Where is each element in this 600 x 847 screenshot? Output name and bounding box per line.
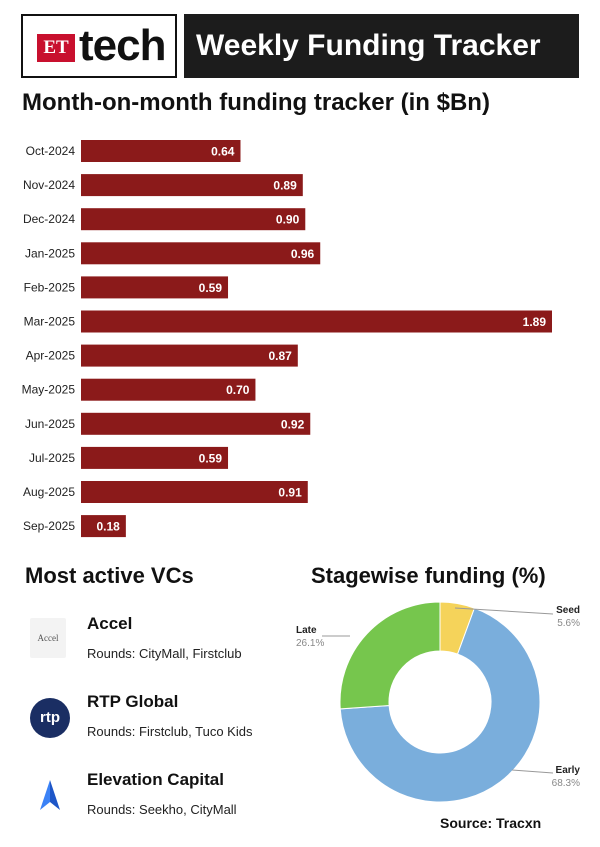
- funding-bar-chart: Oct-2024 0.64 Nov-2024 0.89 Dec-2024 0.90 Jan-…: [22, 140, 552, 538]
- bar-category-label: Jun-2025: [25, 417, 75, 431]
- vc-rounds: Rounds: Seekho, CityMall: [87, 802, 237, 817]
- bar-value-label: 0.92: [281, 417, 305, 431]
- funding-bar: [81, 140, 241, 162]
- stage-chart-title: Stagewise funding (%): [311, 563, 546, 588]
- bar-value-label: 0.96: [291, 247, 315, 261]
- donut-slice-label: Seed: [556, 605, 580, 616]
- bar-value-label: 0.70: [226, 383, 250, 397]
- vc-rounds: Rounds: CityMall, Firstclub: [87, 646, 242, 661]
- bar-category-label: Dec-2024: [23, 212, 75, 226]
- bar-value-label: 0.90: [276, 213, 300, 227]
- bar-value-label: 0.87: [268, 349, 292, 363]
- vc-name: Elevation Capital: [87, 770, 224, 789]
- bar-category-label: Nov-2024: [23, 178, 75, 192]
- bar-chart-title: Month-on-month funding tracker (in $Bn): [22, 89, 490, 116]
- bar-category-label: Feb-2025: [24, 280, 76, 294]
- bar-category-label: Jan-2025: [25, 246, 75, 260]
- donut-slice-seed: [439, 601, 476, 655]
- vc-name: RTP Global: [87, 692, 179, 711]
- donut-leader-line: [511, 769, 554, 774]
- funding-bar: [81, 276, 229, 299]
- bar-category-label: Mar-2025: [24, 315, 76, 329]
- bar-category-label: May-2025: [22, 383, 76, 397]
- header: ET tech Weekly Funding Tracker: [21, 14, 579, 78]
- donut-slice-label: Late: [296, 625, 317, 636]
- funding-bar: [81, 174, 303, 197]
- vc-section-title: Most active VCs: [25, 563, 194, 588]
- page-title: Weekly Funding Tracker: [184, 14, 579, 78]
- donut-slice-value: 26.1%: [296, 638, 324, 649]
- bar-category-label: Oct-2024: [26, 144, 76, 158]
- source-note: Source: Tracxn: [440, 815, 542, 831]
- rtp-logo-icon: rtp: [30, 698, 70, 738]
- funding-bar: [81, 208, 306, 231]
- elevation-logo-icon: [40, 780, 60, 810]
- bar-value-label: 0.18: [96, 520, 120, 534]
- bar-value-label: 0.59: [199, 281, 223, 295]
- bar-category-label: Apr-2025: [26, 349, 76, 363]
- funding-bar: [81, 242, 321, 265]
- funding-bar: [81, 446, 229, 469]
- donut-slice-label: Early: [556, 765, 581, 776]
- donut-leader-line: [454, 607, 554, 615]
- et-tech-logo: ET tech: [21, 14, 177, 78]
- bar-category-label: Sep-2025: [23, 519, 75, 533]
- funding-bar: [81, 310, 552, 333]
- donut-slice-value: 68.3%: [552, 778, 580, 789]
- bar-value-label: 0.59: [199, 451, 223, 465]
- bar-value-label: 1.89: [523, 315, 547, 329]
- logo-et: ET: [37, 34, 75, 62]
- bar-value-label: 0.91: [278, 486, 302, 500]
- accel-logo-icon: Accel: [30, 618, 66, 658]
- bar-value-label: 0.89: [273, 179, 297, 193]
- donut-slice-early: [339, 607, 541, 803]
- funding-bar: [81, 412, 311, 435]
- funding-bar: [81, 344, 298, 367]
- logo-tech: tech: [79, 21, 166, 70]
- vc-name: Accel: [87, 614, 133, 633]
- funding-bar: [81, 515, 126, 538]
- bar-category-label: Jul-2025: [29, 451, 75, 465]
- donut-slice-late: [339, 601, 441, 710]
- funding-bar: [81, 481, 308, 503]
- bar-value-label: 0.64: [211, 145, 235, 159]
- bar-category-label: Aug-2025: [23, 485, 75, 499]
- donut-slice-value: 5.6%: [557, 618, 580, 629]
- funding-bar: [81, 378, 256, 401]
- vc-rounds: Rounds: Firstclub, Tuco Kids: [87, 724, 253, 739]
